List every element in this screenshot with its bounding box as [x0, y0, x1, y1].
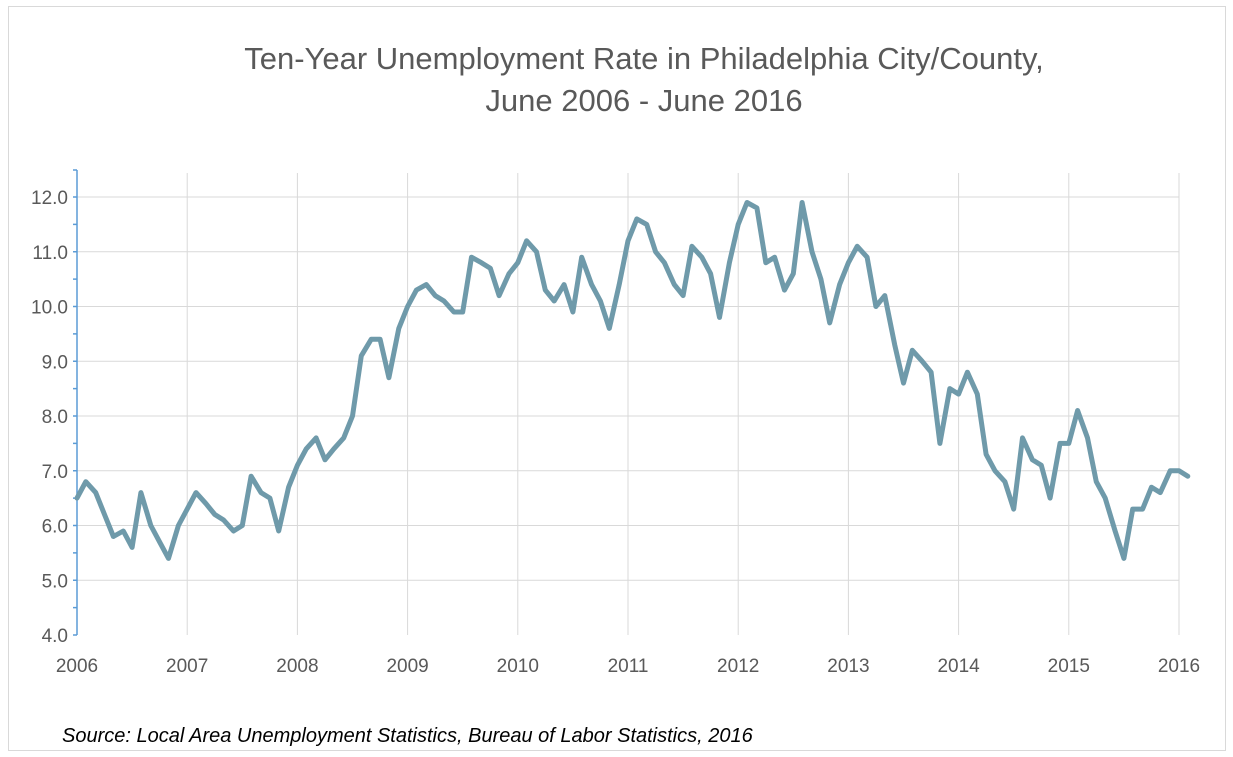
x-tick-label: 2009	[386, 656, 428, 677]
x-tick-label: 2006	[56, 656, 98, 677]
x-tick-label: 2011	[608, 656, 649, 677]
unemployment-rate-line	[74, 200, 1191, 561]
x-tick-label: 2015	[1048, 656, 1090, 677]
x-tick-label: 2007	[166, 656, 208, 677]
y-tick-label: 12.0	[31, 188, 68, 209]
source-note: Source: Local Area Unemployment Statisti…	[62, 725, 753, 747]
y-tick-label: 9.0	[42, 352, 68, 373]
x-tick-label: 2010	[497, 656, 539, 677]
chart-title-block: Ten-Year Unemployment Rate in Philadelph…	[0, 38, 1233, 122]
x-tick-label: 2014	[937, 656, 980, 677]
chart-title: Ten-Year Unemployment Rate in Philadelph…	[244, 41, 1044, 76]
tick-labels: 4.0 5.0 6.0 7.0 8.0 9.0 10.0 11.0 12.0 2006 2007 20…	[31, 188, 1200, 677]
y-tick-label: 5.0	[42, 571, 68, 592]
chart-subtitle: June 2006 - June 2016	[485, 83, 803, 118]
y-tick-label: 8.0	[42, 407, 68, 428]
x-tick-label: 2016	[1158, 656, 1200, 677]
x-tick-label: 2008	[276, 656, 318, 677]
y-tick-label: 6.0	[42, 517, 68, 538]
axes	[73, 169, 78, 636]
y-tick-label: 11.0	[32, 243, 68, 264]
y-tick-label: 4.0	[42, 626, 68, 647]
series-group	[74, 200, 1191, 561]
y-tick-label: 10.0	[31, 298, 68, 319]
x-tick-label: 2012	[717, 656, 759, 677]
chart-frame	[8, 6, 1226, 751]
y-tick-label: 7.0	[42, 462, 68, 483]
x-tick-label: 2013	[827, 656, 869, 677]
gridlines	[77, 173, 1180, 635]
